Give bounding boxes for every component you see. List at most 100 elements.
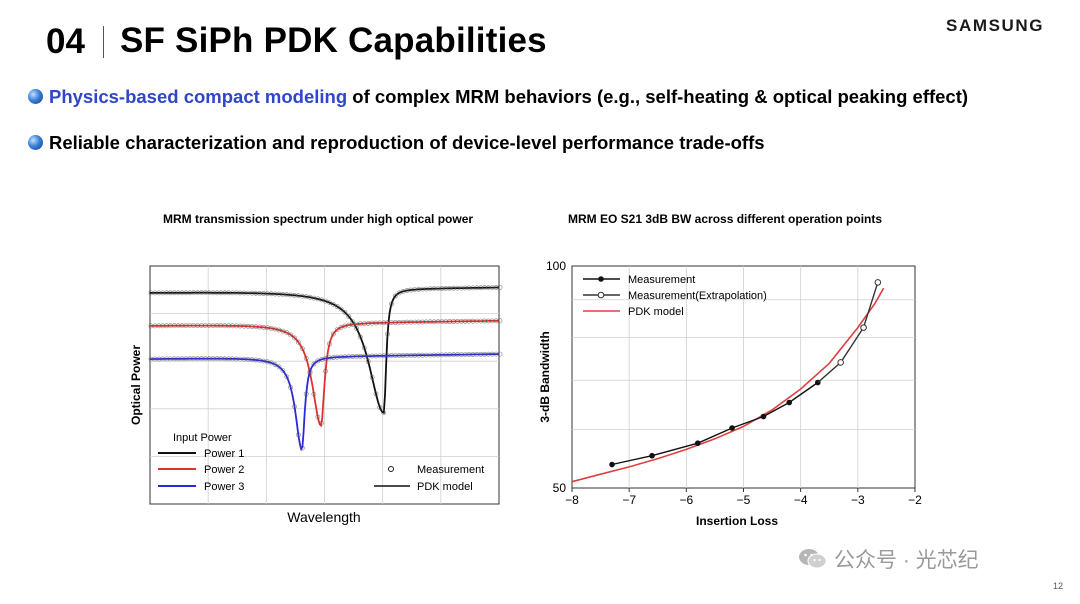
legend-power2-label: Power 2 [204, 464, 244, 476]
measurement-point [303, 391, 309, 397]
measurement-point [385, 353, 390, 359]
measurement-point [786, 399, 793, 406]
legend-extrapolation-label: Measurement(Extrapolation) [628, 290, 767, 302]
measurement-point [439, 319, 445, 324]
measurement-point [326, 300, 332, 305]
legend-measurement-marker [388, 466, 394, 472]
measurement-point [458, 352, 464, 357]
measurement-point [280, 328, 286, 334]
measurement-point [416, 352, 421, 358]
measurement-point [233, 323, 239, 329]
measurement-point [416, 319, 421, 325]
measurement-point [315, 414, 321, 420]
globe-bullet-icon [28, 89, 43, 104]
measurement-point [179, 323, 185, 329]
measurement-point [354, 353, 359, 359]
legend-measurement-marker [598, 276, 604, 282]
measurement-point [334, 327, 340, 332]
measurement-point [292, 335, 297, 341]
spectrum-y-label: Optical Power [129, 345, 143, 425]
measurement-point [303, 355, 309, 361]
measurement-point [249, 357, 255, 363]
measurement-point [199, 356, 204, 362]
y-tick-label: 100 [546, 259, 566, 273]
x-tick-label: −6 [679, 493, 693, 507]
measurement-point [478, 318, 484, 324]
measurement-point [458, 285, 464, 291]
measurement-point [164, 323, 169, 329]
measurement-point [373, 353, 379, 359]
measurement-point [280, 368, 286, 373]
measurement-point [478, 285, 484, 291]
measurement-point [482, 318, 487, 324]
measurement-point [404, 352, 410, 358]
measurement-point [443, 319, 449, 324]
wechat-account-name: 公众号 · 光芯纪 [834, 549, 979, 572]
measurement-point [303, 294, 309, 300]
measurement-point [199, 323, 204, 328]
measurement-point [214, 356, 220, 362]
measurement-point [214, 290, 220, 296]
measurement-point [268, 291, 274, 297]
measurement-point [311, 391, 317, 397]
measurement-point [423, 286, 429, 292]
measurement-point [408, 319, 414, 325]
spectrum-series [148, 285, 503, 452]
extrapolation-line [817, 282, 879, 384]
measurement-point [423, 352, 429, 358]
legend-pdk-label: PDK model [417, 481, 473, 493]
legend-title: Input Power [173, 432, 232, 444]
measurement-point [408, 352, 414, 358]
measurement-point [369, 353, 375, 359]
measurement-point [346, 314, 352, 319]
legend-measurement-label: Measurement [628, 274, 695, 286]
measurement-point [443, 352, 449, 358]
measurement-point [381, 410, 387, 416]
measurement-point [389, 301, 394, 307]
spectrum-line-1 [149, 286, 499, 415]
measurement-point [295, 339, 301, 345]
slide-title: SF SiPh PDK Capabilities [120, 21, 547, 60]
measurement-point [385, 331, 390, 337]
measurement-point [443, 285, 449, 291]
measurement-point [284, 330, 290, 336]
measurement-point [694, 440, 701, 447]
measurement-point [288, 385, 293, 390]
measurement-point [482, 285, 487, 291]
measurement-point [365, 359, 371, 364]
bullet-1-highlight: Physics-based compact modeling [49, 86, 348, 107]
measurement-point [392, 293, 398, 299]
measurement-point [404, 319, 410, 325]
bandwidth-y-label: 3-dB Bandwidth [538, 331, 552, 422]
measurement-point [609, 461, 615, 468]
measurement-point [423, 319, 429, 325]
measurement-point [288, 332, 293, 338]
measurement-point [338, 354, 344, 360]
measurement-point [334, 304, 340, 309]
x-tick-label: −3 [851, 493, 865, 507]
measurement-point [164, 356, 169, 362]
measurement-point [311, 361, 317, 367]
legend-pdk-model-label: PDK model [628, 306, 684, 318]
measurement-point [164, 290, 169, 296]
measurement-point [493, 285, 499, 290]
measurement-point [497, 285, 503, 290]
measurement-point [284, 292, 290, 298]
spectrum-legend: Input Power Power 1 Power 2 Power 3 Meas… [158, 432, 484, 493]
measurement-point [396, 353, 402, 358]
spectrum-line-2 [150, 319, 499, 428]
bullet-1: Physics-based compact modeling of comple… [28, 86, 968, 108]
measurement-point [342, 309, 348, 315]
measurement-point [377, 404, 383, 410]
measurement-point [493, 351, 499, 357]
measurement-point [760, 413, 767, 420]
measurement-point [466, 318, 472, 324]
measurement-point [729, 425, 735, 431]
measurement-point [272, 362, 278, 367]
measurement-point [249, 290, 255, 296]
measurement-point [354, 321, 359, 327]
bandwidth-chart: −8 −7 −6 −5 −4 −3 −2 100 50 3-dB Bandwidth Inser… [538, 259, 922, 528]
measurement-point [233, 290, 239, 296]
x-tick-label: −4 [794, 493, 808, 507]
measurement-point [199, 290, 204, 296]
